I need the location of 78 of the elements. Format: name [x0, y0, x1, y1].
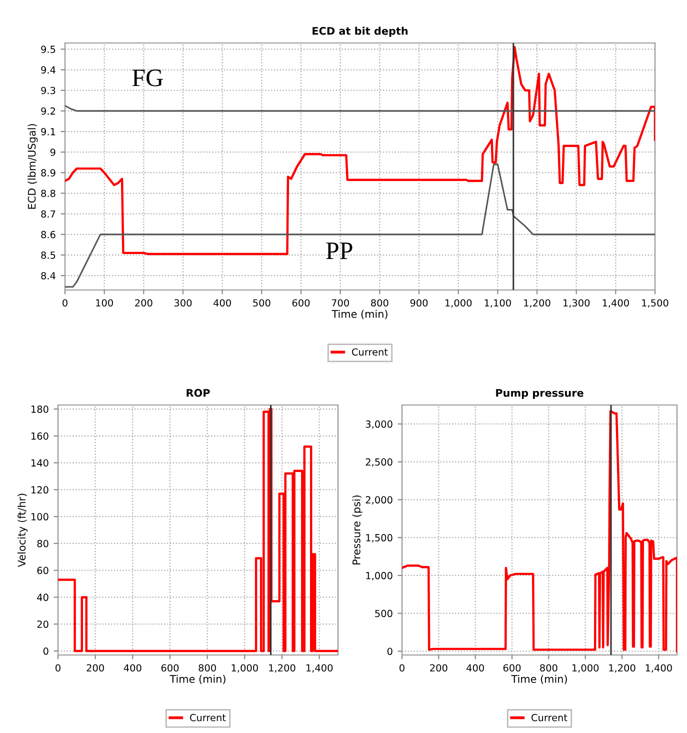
x-tick-label: 700: [332, 299, 349, 307]
annotation: PP: [326, 242, 352, 259]
x-tick-label: 800: [371, 299, 388, 307]
x-tick-label: 200: [86, 664, 104, 672]
x-tick-label: 1,000: [445, 299, 472, 308]
legend-label: Current: [532, 714, 568, 722]
y-tick-label: 1,000: [366, 572, 392, 580]
y-tick-label: 0: [387, 648, 392, 656]
x-tick-label: 300: [174, 299, 192, 307]
chart-title: ROP: [186, 388, 210, 397]
x-tick-label: 0: [400, 664, 404, 672]
y-tick-label: 120: [31, 486, 48, 494]
x-tick-label: 1,100: [484, 299, 511, 308]
y-axis-title: ECD (lbm/USgal): [28, 124, 38, 209]
x-tick-label: 1,000: [572, 664, 599, 673]
x-tick-label: 200: [135, 299, 152, 307]
x-tick-label: 1,500: [642, 299, 668, 308]
chart-title: Pump pressure: [496, 389, 584, 399]
y-tick-label: 9.5: [41, 46, 56, 54]
y-tick-label: 180: [31, 406, 48, 413]
y-tick-label: 60: [37, 566, 48, 574]
y-tick-label: 40: [37, 594, 48, 602]
x-axis-title: Time (min): [332, 310, 388, 320]
y-tick-label: 160: [31, 432, 48, 440]
x-tick-label: 600: [503, 664, 521, 672]
y-tick-label: 8.6: [41, 230, 56, 238]
x-tick-label: 600: [161, 664, 179, 672]
legend-label: Current: [352, 348, 388, 356]
y-tick-label: 100: [31, 513, 48, 520]
y-tick-label: 8.5: [41, 251, 56, 259]
y-tick-label: 8.9: [41, 169, 56, 177]
x-tick-label: 1,400: [602, 299, 629, 308]
x-tick-label: 800: [198, 664, 216, 672]
y-tick-label: 80: [37, 540, 48, 548]
line-series: [58, 408, 338, 652]
y-tick-label: 8.4: [41, 272, 56, 280]
x-tick-label: 200: [430, 664, 448, 672]
y-tick-label: 3,000: [366, 420, 392, 429]
line-series: [65, 164, 655, 288]
x-tick-label: 100: [96, 299, 113, 307]
x-tick-label: 400: [466, 664, 484, 672]
y-tick-label: 2,000: [366, 496, 392, 505]
y-tick-label: 9.3: [41, 86, 56, 94]
y-tick-label: 1,500: [366, 534, 392, 542]
y-tick-label: 8.7: [41, 210, 56, 218]
x-tick-label: 900: [410, 299, 428, 307]
y-tick-label: 9.2: [41, 107, 55, 115]
annotation: FG: [132, 70, 163, 86]
y-tick-label: 8.8: [41, 190, 56, 198]
x-axis-title: Time (min): [170, 674, 226, 684]
x-tick-label: 1,200: [609, 664, 636, 673]
x-tick-label: 0: [62, 299, 68, 307]
y-tick-label: 500: [375, 610, 392, 618]
line-series: [402, 410, 677, 652]
y-tick-label: 9.1: [41, 128, 56, 136]
x-tick-label: 1,400: [306, 664, 333, 673]
x-tick-label: 800: [540, 664, 558, 672]
legend-label: Current: [190, 714, 226, 722]
chart-title: ECD at bit depth: [312, 26, 408, 37]
y-axis-title: Velocity (ft/hr): [18, 494, 28, 568]
y-tick-label: 9.4: [41, 66, 56, 74]
y-tick-label: 9: [50, 148, 56, 156]
y-tick-label: 20: [37, 620, 48, 628]
y-axis-title: Pressure (psi): [352, 495, 362, 564]
x-tick-label: 1,200: [269, 664, 296, 673]
x-tick-label: 1,400: [646, 664, 672, 673]
x-tick-label: 1,300: [563, 299, 590, 308]
y-tick-label: 2,500: [366, 458, 392, 467]
x-tick-label: 400: [214, 299, 231, 307]
x-tick-label: 1,000: [232, 664, 258, 673]
x-tick-label: 600: [292, 299, 310, 307]
x-tick-label: 400: [124, 664, 142, 672]
x-tick-label: 500: [253, 299, 270, 307]
y-tick-label: 0: [43, 647, 48, 655]
x-tick-label: 1,200: [524, 299, 550, 308]
y-tick-label: 140: [31, 459, 48, 467]
x-axis-title: Time (min): [511, 674, 567, 684]
x-tick-label: 0: [56, 664, 60, 672]
